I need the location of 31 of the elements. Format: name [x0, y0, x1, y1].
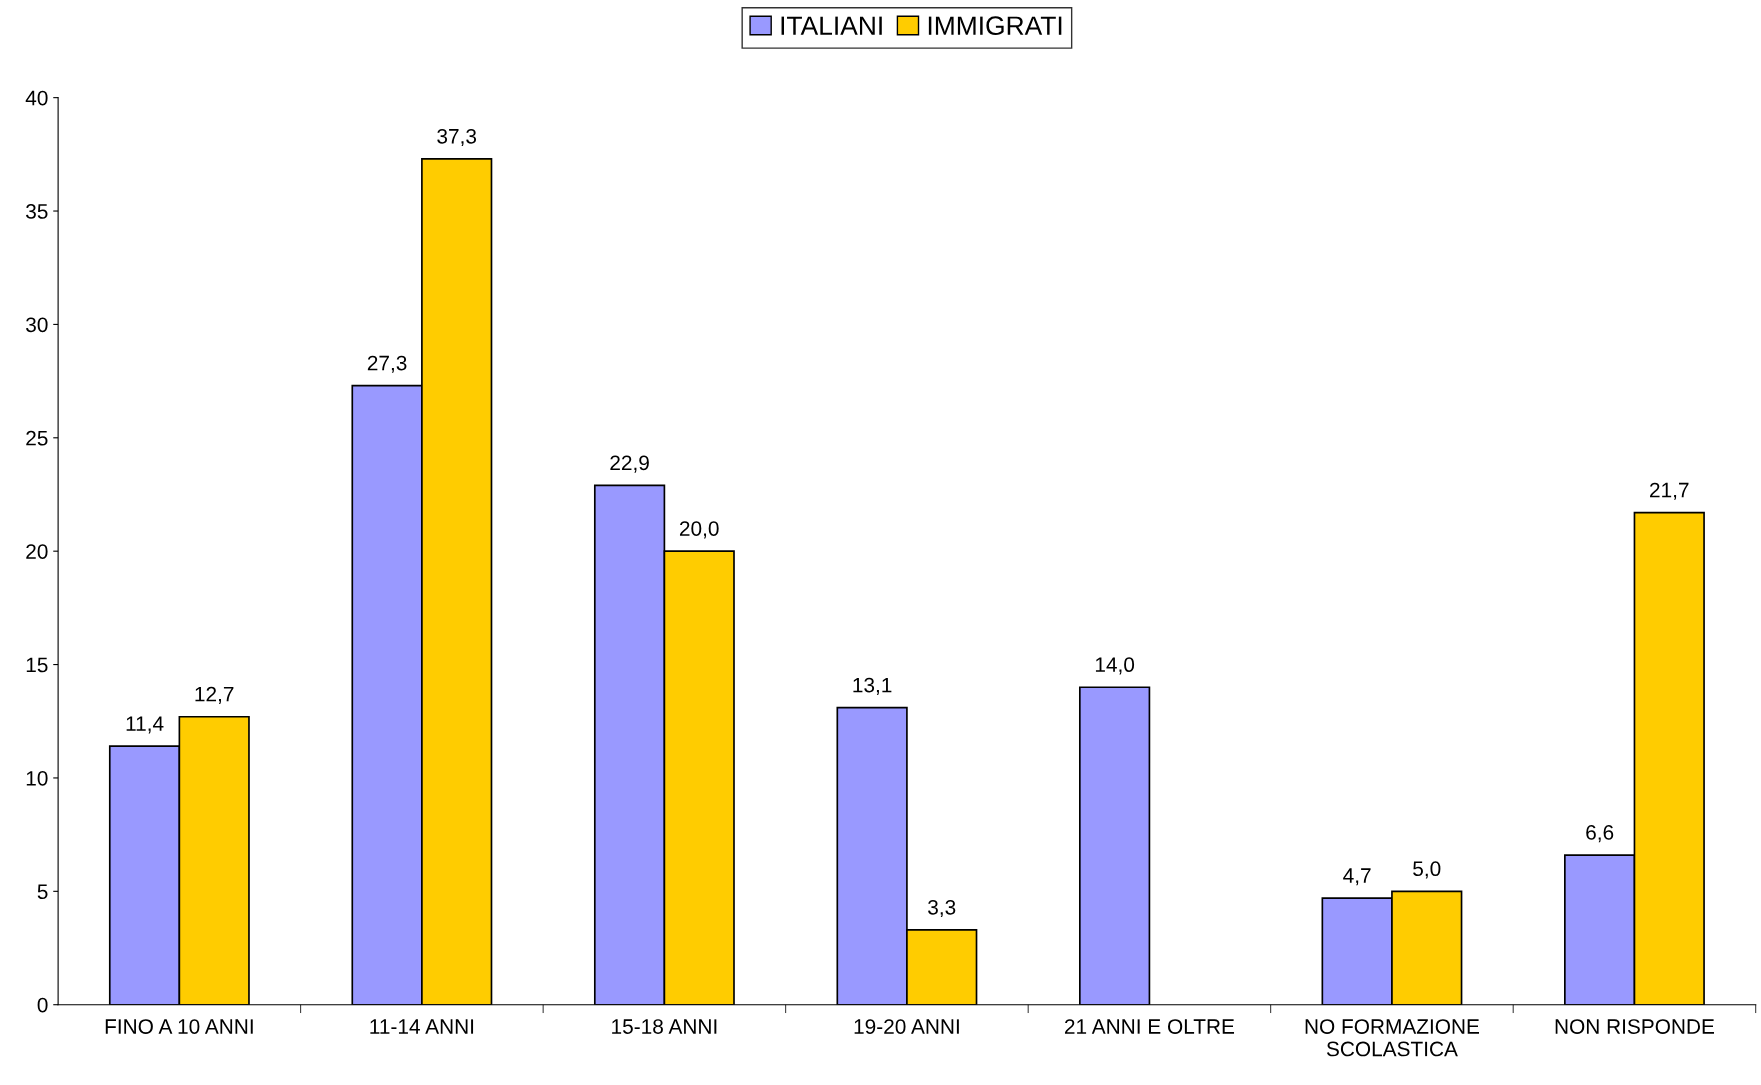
- x-tick-label: FINO A 10 ANNI: [105, 1019, 253, 1034]
- y-tick-label: 15: [26, 657, 48, 673]
- y-tick-label: 40: [25, 90, 48, 106]
- y-tick-label: 30: [26, 317, 48, 333]
- x-tick-label: 21 ANNI E OLTRE: [1064, 1019, 1235, 1034]
- x-tick-label: 15-18 ANNI: [612, 1019, 717, 1034]
- y-tick-label: 0: [37, 997, 48, 1013]
- legend-label: IMMIGRATI: [928, 16, 1062, 36]
- x-tick-label: 19-20 ANNI: [854, 1019, 959, 1034]
- y-tick-label: 25: [26, 430, 48, 446]
- x-tick-label: NO FORMAZIONE SCOLASTICA: [1305, 1019, 1480, 1057]
- data-label: 5,0: [1413, 861, 1441, 879]
- y-tick-label: 10: [26, 770, 48, 786]
- x-tick-label: 11-14 ANNI: [370, 1019, 474, 1034]
- data-label: 21,7: [1650, 482, 1689, 500]
- data-label: 4,7: [1343, 868, 1371, 886]
- y-tick-label: 35: [26, 204, 48, 219]
- data-label: 14,0: [1095, 657, 1135, 675]
- legend-label: ITALIANI: [781, 16, 882, 35]
- data-label: 13,1: [853, 677, 892, 695]
- y-tick-label: 20: [26, 544, 48, 559]
- data-label: 3,3: [928, 899, 956, 918]
- data-label: 37,3: [437, 128, 477, 147]
- y-tick-label: 5: [37, 884, 48, 900]
- data-label: 11,4: [126, 716, 164, 734]
- data-label: 27,3: [367, 355, 407, 373]
- data-label: 12,7: [195, 686, 234, 704]
- data-label: 20,0: [679, 521, 719, 539]
- x-tick-label: NON RISPONDE: [1555, 1019, 1715, 1034]
- data-label: 6,6: [1586, 825, 1614, 843]
- data-label: 22,9: [610, 455, 649, 473]
